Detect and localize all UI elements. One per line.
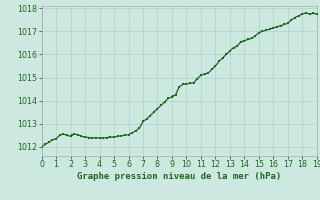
X-axis label: Graphe pression niveau de la mer (hPa): Graphe pression niveau de la mer (hPa) — [77, 172, 281, 181]
